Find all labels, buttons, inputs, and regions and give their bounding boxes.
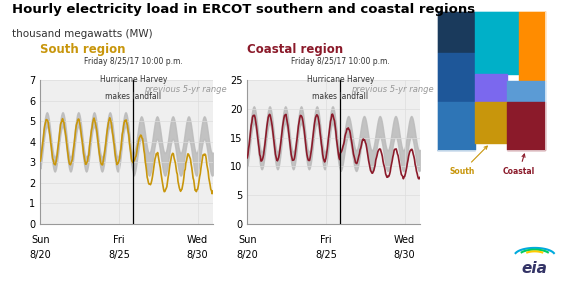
Text: 8/30: 8/30: [394, 250, 416, 260]
Text: Sun: Sun: [238, 235, 256, 245]
Text: Hurricane Harvey: Hurricane Harvey: [306, 75, 374, 84]
Bar: [437, 11, 545, 150]
Text: previous 5-yr range: previous 5-yr range: [351, 85, 434, 94]
Text: 8/20: 8/20: [29, 250, 51, 260]
Text: eia: eia: [522, 261, 547, 276]
Text: makes landfall: makes landfall: [312, 92, 369, 101]
Text: Wed: Wed: [187, 235, 208, 245]
Bar: [437, 53, 475, 102]
Text: 8/30: 8/30: [187, 250, 209, 260]
Text: makes landfall: makes landfall: [105, 92, 162, 101]
Text: South: South: [450, 146, 487, 176]
Text: thousand megawatts (MW): thousand megawatts (MW): [12, 29, 152, 39]
Bar: [475, 11, 519, 74]
Text: Coastal: Coastal: [503, 154, 535, 176]
Bar: [437, 11, 494, 53]
Text: Coastal region: Coastal region: [247, 43, 343, 56]
Text: Friday 8/25/17 10:00 p.m.: Friday 8/25/17 10:00 p.m.: [84, 57, 183, 66]
Bar: [475, 74, 507, 102]
Text: Friday 8/25/17 10:00 p.m.: Friday 8/25/17 10:00 p.m.: [291, 57, 390, 66]
Bar: [507, 81, 545, 102]
Text: Wed: Wed: [394, 235, 415, 245]
Text: 8/20: 8/20: [236, 250, 258, 260]
Bar: [519, 11, 545, 81]
Bar: [507, 102, 545, 150]
Text: 8/25: 8/25: [315, 250, 337, 260]
Bar: [475, 102, 507, 143]
Text: 8/25: 8/25: [108, 250, 130, 260]
Text: Hourly electricity load in ERCOT southern and coastal regions: Hourly electricity load in ERCOT souther…: [12, 3, 474, 16]
Text: previous 5-yr range: previous 5-yr range: [144, 85, 227, 94]
Text: South region: South region: [40, 43, 126, 56]
Text: Sun: Sun: [31, 235, 49, 245]
Text: Fri: Fri: [113, 235, 125, 245]
Bar: [437, 102, 475, 150]
Text: Hurricane Harvey: Hurricane Harvey: [99, 75, 167, 84]
Text: Fri: Fri: [320, 235, 332, 245]
